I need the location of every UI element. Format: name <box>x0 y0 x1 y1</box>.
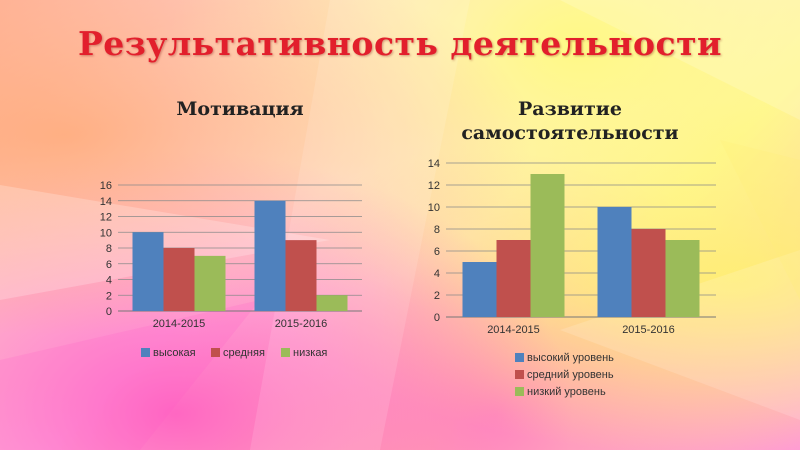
y-tick-label: 10 <box>100 227 112 239</box>
y-tick-label: 0 <box>434 312 440 324</box>
y-tick-label: 2 <box>434 290 440 302</box>
chart-title-motivation: Мотивация <box>176 98 304 120</box>
legend-label: средний уровень <box>527 369 614 381</box>
bar <box>254 200 286 311</box>
x-category-label: 2015-2016 <box>622 324 675 336</box>
legend-swatch <box>211 348 220 357</box>
x-category-label: 2015-2016 <box>275 318 328 330</box>
legend-swatch <box>141 348 150 357</box>
legend-label: низкий уровень <box>527 386 606 398</box>
legend-label: средняя <box>223 347 265 359</box>
y-tick-label: 4 <box>434 268 440 280</box>
y-tick-label: 2 <box>106 290 112 302</box>
y-tick-label: 16 <box>100 180 112 192</box>
legend-swatch <box>515 353 524 362</box>
bar <box>316 295 348 311</box>
y-tick-label: 12 <box>100 212 112 224</box>
bar <box>462 262 497 317</box>
bar <box>631 229 666 317</box>
bar <box>194 255 226 311</box>
bar <box>132 232 164 311</box>
legend-label: низкая <box>293 347 327 359</box>
bar <box>496 240 531 317</box>
bar <box>285 240 317 311</box>
legend-swatch <box>515 387 524 396</box>
y-tick-label: 10 <box>428 202 440 214</box>
y-tick-label: 6 <box>106 259 112 271</box>
bar <box>163 248 195 311</box>
x-category-label: 2014-2015 <box>487 324 540 336</box>
y-tick-label: 4 <box>106 275 112 287</box>
legend-swatch <box>515 370 524 379</box>
y-tick-label: 14 <box>428 158 440 170</box>
y-tick-label: 14 <box>100 196 112 208</box>
legend-label: высокий уровень <box>527 352 614 364</box>
y-tick-label: 0 <box>106 306 112 318</box>
y-tick-label: 6 <box>434 246 440 258</box>
legend-label: высокая <box>153 347 196 359</box>
y-tick-label: 8 <box>106 243 112 255</box>
bar <box>530 174 565 317</box>
legend-swatch <box>281 348 290 357</box>
slide-title: Результативность деятельности <box>77 24 723 63</box>
y-tick-label: 12 <box>428 180 440 192</box>
chart-title-independence: Развитие самостоятельности <box>461 98 679 144</box>
bar <box>597 207 632 317</box>
bar <box>665 240 700 317</box>
x-category-label: 2014-2015 <box>153 318 206 330</box>
y-tick-label: 8 <box>434 224 440 236</box>
